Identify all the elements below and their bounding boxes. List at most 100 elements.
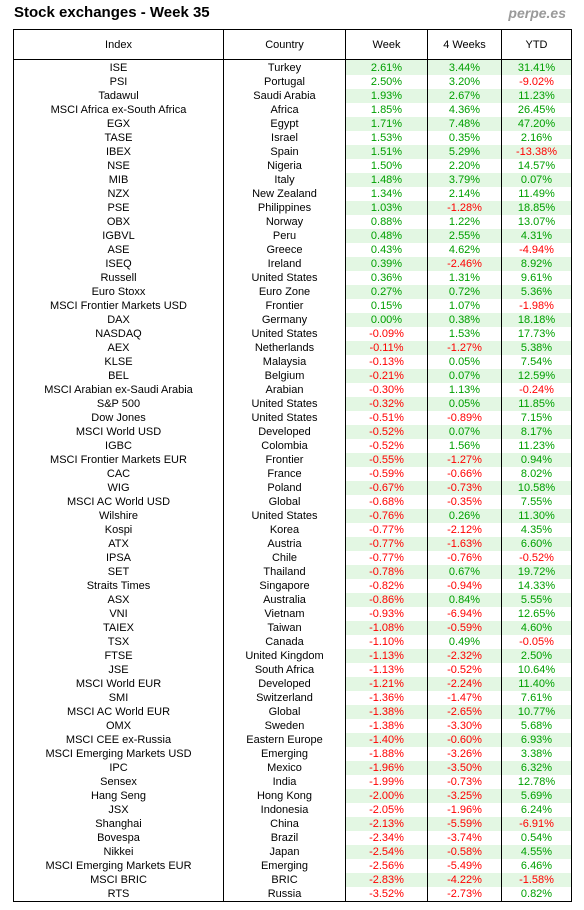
table-row: BEL Belgium -0.21% 0.07% 12.59% — [13, 369, 572, 383]
cell-country: Greece — [223, 243, 346, 257]
cell-index: VNI — [13, 607, 224, 621]
cell-four-weeks: 2.55% — [427, 229, 502, 243]
cell-index: IPSA — [13, 551, 224, 565]
cell-index: ATX — [13, 537, 224, 551]
cell-four-weeks: 7.48% — [427, 117, 502, 131]
table-row: ATX Austria -0.77% -1.63% 6.60% — [13, 537, 572, 551]
cell-ytd: 19.72% — [501, 565, 572, 579]
cell-index: NSE — [13, 159, 224, 173]
cell-week: -0.30% — [345, 383, 428, 397]
cell-country: Russia — [223, 887, 346, 902]
cell-four-weeks: 1.31% — [427, 271, 502, 285]
cell-index: CAC — [13, 467, 224, 481]
cell-index: MSCI Frontier Markets EUR — [13, 453, 224, 467]
cell-week: -2.54% — [345, 845, 428, 859]
cell-week: 1.85% — [345, 103, 428, 117]
table-row: ASE Greece 0.43% 4.62% -4.94% — [13, 243, 572, 257]
cell-index: MSCI World EUR — [13, 677, 224, 691]
cell-four-weeks: -2.12% — [427, 523, 502, 537]
cell-week: -0.11% — [345, 341, 428, 355]
cell-country: Hong Kong — [223, 789, 346, 803]
cell-week: -1.88% — [345, 747, 428, 761]
cell-week: 2.50% — [345, 75, 428, 89]
cell-four-weeks: 0.84% — [427, 593, 502, 607]
cell-week: -0.52% — [345, 425, 428, 439]
cell-ytd: 18.85% — [501, 201, 572, 215]
cell-ytd: 11.40% — [501, 677, 572, 691]
table-row: TSX Canada -1.10% 0.49% -0.05% — [13, 635, 572, 649]
cell-country: Indonesia — [223, 803, 346, 817]
cell-index: Russell — [13, 271, 224, 285]
table-row: ISE Turkey 2.61% 3.44% 31.41% — [13, 59, 572, 75]
cell-week: -2.13% — [345, 817, 428, 831]
cell-week: -2.83% — [345, 873, 428, 887]
cell-country: Ireland — [223, 257, 346, 271]
cell-country: Switzerland — [223, 691, 346, 705]
cell-ytd: 7.15% — [501, 411, 572, 425]
cell-index: NZX — [13, 187, 224, 201]
cell-country: Emerging — [223, 747, 346, 761]
table-row: IPSA Chile -0.77% -0.76% -0.52% — [13, 551, 572, 565]
cell-four-weeks: 0.05% — [427, 397, 502, 411]
cell-week: 0.27% — [345, 285, 428, 299]
cell-week: -1.13% — [345, 649, 428, 663]
cell-week: 0.48% — [345, 229, 428, 243]
cell-ytd: 17.73% — [501, 327, 572, 341]
cell-four-weeks: 0.67% — [427, 565, 502, 579]
cell-four-weeks: 1.22% — [427, 215, 502, 229]
cell-week: -1.40% — [345, 733, 428, 747]
cell-week: -0.93% — [345, 607, 428, 621]
cell-week: 0.00% — [345, 313, 428, 327]
cell-ytd: 5.38% — [501, 341, 572, 355]
cell-ytd: 7.55% — [501, 495, 572, 509]
cell-index: NASDAQ — [13, 327, 224, 341]
cell-week: -1.13% — [345, 663, 428, 677]
cell-country: Chile — [223, 551, 346, 565]
cell-ytd: -13.38% — [501, 145, 572, 159]
cell-country: Germany — [223, 313, 346, 327]
table-row: ASX Australia -0.86% 0.84% 5.55% — [13, 593, 572, 607]
cell-week: -0.76% — [345, 509, 428, 523]
cell-week: -1.38% — [345, 719, 428, 733]
cell-index: Tadawul — [13, 89, 224, 103]
table-row: JSX Indonesia -2.05% -1.96% 6.24% — [13, 803, 572, 817]
cell-week: 1.03% — [345, 201, 428, 215]
cell-country: Brazil — [223, 831, 346, 845]
cell-country: Thailand — [223, 565, 346, 579]
table-row: MSCI Frontier Markets EUR Frontier -0.55% -… — [13, 453, 572, 467]
table-row: IPC Mexico -1.96% -3.50% 6.32% — [13, 761, 572, 775]
cell-week: 2.61% — [345, 59, 428, 75]
cell-ytd: -1.98% — [501, 299, 572, 313]
table-row: S&P 500 United States -0.32% 0.05% 11.85% — [13, 397, 572, 411]
cell-week: -1.10% — [345, 635, 428, 649]
cell-week: -2.00% — [345, 789, 428, 803]
cell-four-weeks: 2.14% — [427, 187, 502, 201]
table-row: OBX Norway 0.88% 1.22% 13.07% — [13, 215, 572, 229]
cell-country: Saudi Arabia — [223, 89, 346, 103]
cell-ytd: -0.52% — [501, 551, 572, 565]
table-row: Nikkei Japan -2.54% -0.58% 4.55% — [13, 845, 572, 859]
cell-four-weeks: -0.66% — [427, 467, 502, 481]
cell-ytd: 0.07% — [501, 173, 572, 187]
cell-ytd: 4.60% — [501, 621, 572, 635]
cell-ytd: 4.55% — [501, 845, 572, 859]
table-row: MSCI AC World EUR Global -1.38% -2.65% 10.77… — [13, 705, 572, 719]
cell-ytd: 6.60% — [501, 537, 572, 551]
cell-country: Portugal — [223, 75, 346, 89]
table-row: MSCI Emerging Markets EUR Emerging -2.56% -… — [13, 859, 572, 873]
cell-country: United States — [223, 397, 346, 411]
cell-ytd: 5.69% — [501, 789, 572, 803]
cell-four-weeks: -2.24% — [427, 677, 502, 691]
cell-four-weeks: -0.60% — [427, 733, 502, 747]
cell-index: IGBC — [13, 439, 224, 453]
column-header-index: Index — [13, 29, 224, 60]
table-row: MSCI AC World USD Global -0.68% -0.35% 7.55% — [13, 495, 572, 509]
cell-index: RTS — [13, 887, 224, 902]
table-row: MIB Italy 1.48% 3.79% 0.07% — [13, 173, 572, 187]
cell-four-weeks: -0.73% — [427, 775, 502, 789]
cell-ytd: 0.94% — [501, 453, 572, 467]
cell-ytd: 12.78% — [501, 775, 572, 789]
cell-four-weeks: -5.49% — [427, 859, 502, 873]
cell-ytd: 5.36% — [501, 285, 572, 299]
